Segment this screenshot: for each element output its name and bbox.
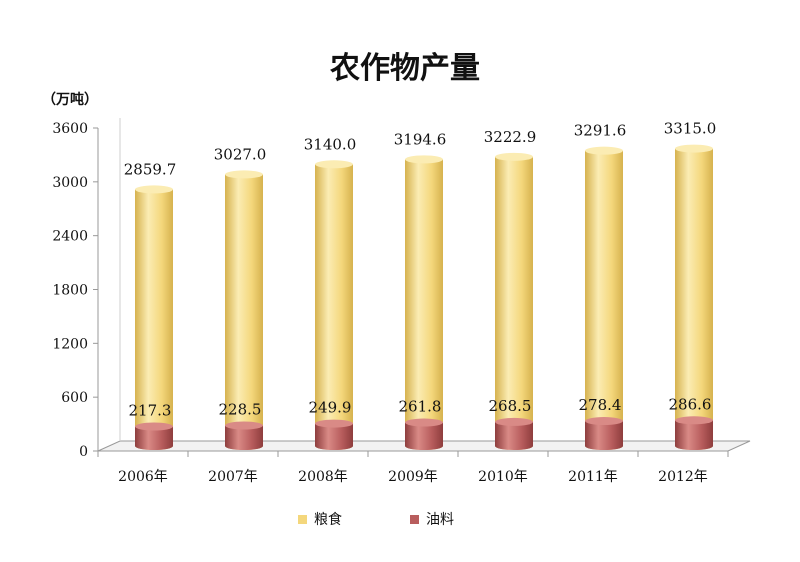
x-tick-label: 2007年 xyxy=(208,469,258,485)
bar-grain xyxy=(495,152,533,451)
x-tick-label: 2008年 xyxy=(298,469,348,485)
bar-oil-body xyxy=(675,420,713,450)
x-tick-label: 2011年 xyxy=(568,469,618,485)
x-tick-label: 2009年 xyxy=(388,469,438,485)
bar-grain-body xyxy=(585,150,623,450)
y-tick-label: 1200 xyxy=(52,336,88,352)
bar-oil-body xyxy=(135,426,173,450)
bar-oil-top xyxy=(585,417,623,426)
y-tick-label: 3600 xyxy=(52,121,88,137)
y-tick-label: 1800 xyxy=(52,283,88,299)
bar-oil xyxy=(405,418,443,450)
x-tick-label: 2006年 xyxy=(118,469,168,485)
bar-oil xyxy=(135,422,173,450)
data-label-oil: 228.5 xyxy=(219,400,262,418)
bar-grain xyxy=(315,160,353,450)
data-label-oil: 278.4 xyxy=(579,396,622,414)
bar-oil-top xyxy=(675,416,713,425)
bar-grain xyxy=(135,185,173,450)
bar-grain xyxy=(675,144,713,450)
x-tick-label: 2010年 xyxy=(478,469,528,485)
bar-grain-top xyxy=(405,155,443,164)
y-axis-unit: （万吨） xyxy=(42,91,98,108)
data-label-grain: 3315.0 xyxy=(664,120,717,138)
legend: 粮食 油料 xyxy=(298,511,454,528)
bar-oil-body xyxy=(315,423,353,450)
bar-oil xyxy=(585,417,623,450)
bar-grain xyxy=(585,146,623,450)
bar-oil xyxy=(315,419,353,450)
bar-grain-body xyxy=(405,159,443,450)
bar-grain-top xyxy=(585,146,623,155)
bar-oil-body xyxy=(585,421,623,450)
data-label-oil: 217.3 xyxy=(129,402,172,420)
data-label-oil: 261.8 xyxy=(399,398,442,416)
chart-title: 农作物产量 xyxy=(329,51,480,86)
bar-grain-body xyxy=(135,189,173,450)
bar-grain-top xyxy=(135,185,173,194)
y-tick-label: 3000 xyxy=(52,175,88,191)
data-label-grain: 3140.0 xyxy=(304,135,357,153)
bar-grain-top xyxy=(675,144,713,153)
bar-grain-body xyxy=(225,174,263,450)
bar-oil xyxy=(495,417,533,450)
data-label-grain: 3194.6 xyxy=(394,130,447,148)
bar-grain-body xyxy=(315,164,353,450)
bar-grain-top xyxy=(495,152,533,161)
bar-oil-top xyxy=(405,418,443,427)
bar-oil-body xyxy=(225,425,263,450)
bar-oil-body xyxy=(405,422,443,450)
x-tick-label: 2012年 xyxy=(658,469,708,485)
data-label-grain: 3222.9 xyxy=(484,128,537,146)
y-tick-label: 600 xyxy=(61,390,88,406)
plot-area: 0 600 1200 1800 2400 3000 3600 2006年 2007年 2008年 2… xyxy=(52,118,751,485)
bar-oil-top xyxy=(135,422,173,431)
legend-swatch-oil xyxy=(410,515,419,524)
data-label-oil: 286.6 xyxy=(669,395,712,413)
y-tick-label: 0 xyxy=(79,444,88,460)
legend-label-oil: 油料 xyxy=(426,512,454,528)
bar-grain xyxy=(225,170,263,450)
bar-grain-body xyxy=(495,156,533,451)
data-label-grain: 3291.6 xyxy=(574,122,627,140)
bar-oil-top xyxy=(495,417,533,426)
bar-grain-top xyxy=(225,170,263,179)
bar-oil-body xyxy=(495,421,533,450)
legend-swatch-grain xyxy=(298,515,307,524)
bar-oil xyxy=(675,416,713,450)
bar-oil-top xyxy=(315,419,353,428)
bar-oil xyxy=(225,421,263,450)
data-label-grain: 3027.0 xyxy=(214,145,267,163)
bar-grain xyxy=(405,155,443,450)
legend-label-grain: 粮食 xyxy=(314,511,342,528)
data-label-grain: 2859.7 xyxy=(124,160,177,178)
data-label-oil: 249.9 xyxy=(309,399,352,417)
bar-grain-body xyxy=(675,148,713,450)
data-label-oil: 268.5 xyxy=(489,397,532,415)
bar-grain-top xyxy=(315,160,353,169)
bar-oil-top xyxy=(225,421,263,430)
y-tick-label: 2400 xyxy=(52,229,88,245)
